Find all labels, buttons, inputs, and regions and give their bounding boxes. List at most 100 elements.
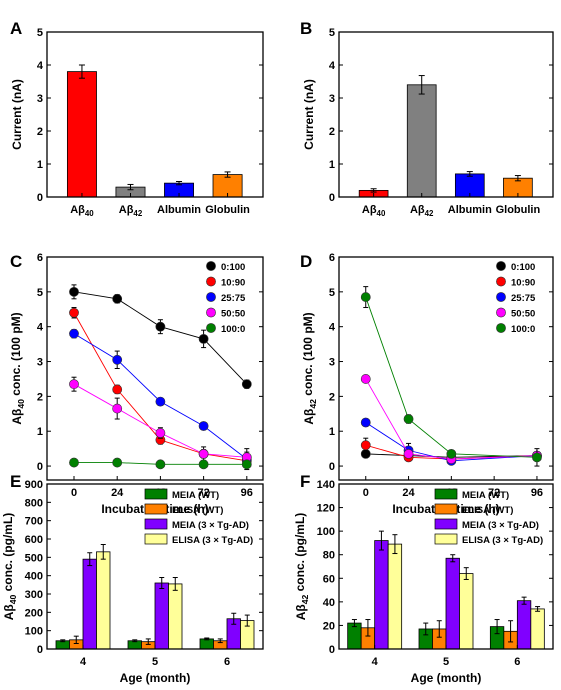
data-point [112, 293, 123, 304]
x-tick-label: Aβ42 [119, 204, 143, 218]
y-tick-label: 3 [37, 357, 43, 369]
legend-marker [496, 261, 506, 271]
legend-marker [206, 276, 216, 287]
x-tick-label: Albumin [157, 204, 201, 216]
y-tick-label: 5 [329, 27, 335, 39]
data-point [69, 379, 79, 390]
data-point [155, 459, 166, 470]
y-tick-label: 200 [25, 607, 43, 619]
x-tick-label: 0 [71, 487, 77, 499]
legend-label: 100:0 [221, 324, 245, 335]
y-tick-label: 100 [25, 626, 43, 638]
data-point [360, 417, 371, 428]
legend-swatch [434, 533, 458, 545]
legend-marker [206, 261, 216, 271]
x-tick-label: 6 [514, 656, 520, 668]
panel-label: C [10, 252, 22, 271]
x-axis-label: Age (month) [120, 671, 191, 685]
y-tick-label: 800 [25, 497, 43, 509]
y-tick-label: 400 [25, 571, 43, 583]
data-point [198, 333, 209, 344]
legend-label: MEIA (WT) [462, 490, 509, 501]
bar [530, 608, 545, 650]
x-tick-label: 72 [197, 487, 209, 499]
y-tick-label: 4 [329, 322, 336, 334]
y-axis-label: Current (nA) [302, 79, 316, 150]
x-tick-label: 96 [241, 487, 253, 499]
x-tick-label: 6 [224, 656, 230, 668]
bar [96, 551, 111, 650]
legend-label: ELISA (3 × Tg-AD) [462, 535, 543, 546]
y-axis-label: Aβ40 conc. (100 pM) [9, 312, 26, 424]
y-tick-label: 140 [317, 479, 335, 491]
x-tick-label: 24 [402, 487, 415, 499]
legend-swatch [144, 503, 168, 515]
y-axis-label: Aβ42 conc. (100 pM) [301, 312, 318, 424]
y-tick-label: 120 [317, 503, 335, 515]
data-point [112, 403, 123, 414]
x-tick-label: 72 [488, 487, 500, 499]
legend-label: MEIA (WT) [172, 490, 219, 501]
y-tick-label: 4 [37, 60, 44, 72]
bar [406, 84, 437, 198]
data-point [69, 286, 79, 297]
y-tick-label: 60 [323, 573, 335, 585]
plot-frame [338, 483, 554, 650]
legend-label: 50:50 [511, 309, 535, 320]
data-point [360, 440, 371, 451]
plot-frame [46, 256, 264, 481]
panel-d: 0244872960:10010:9025:7550:50100:0012345… [300, 252, 554, 516]
legend-label: 50:50 [221, 309, 245, 320]
data-point [198, 448, 209, 459]
legend-label: 0:100 [221, 262, 245, 273]
y-tick-label: 0 [37, 461, 43, 473]
data-point [446, 448, 457, 459]
y-tick-label: 4 [37, 322, 44, 334]
panel-c: 0244872960:10010:9025:7550:50100:0012345… [9, 252, 264, 516]
panel-b: Aβ40 Aβ42 Albumin Globulin 0 1 2 3 4 5 Current (nA… [300, 19, 554, 218]
legend-label: MEIA (3 × Tg-AD) [172, 520, 249, 531]
bar [516, 600, 532, 650]
y-tick-label: 80 [323, 550, 335, 562]
legend-label: 10:90 [221, 278, 245, 289]
y-tick-label: 20 [323, 620, 335, 632]
panel-label: F [300, 472, 310, 491]
legend-label: 25:75 [221, 293, 246, 304]
legend-swatch [144, 533, 168, 545]
data-point [360, 374, 371, 384]
bar [445, 557, 460, 650]
panel-e: 4 5 6 MEIA (WT) ELISA (WT) MEIA (3 × Tg-AD) EL… [1, 472, 264, 685]
data-point [112, 354, 123, 365]
plot-frame [338, 31, 554, 198]
data-point [69, 457, 79, 468]
x-tick-label: 5 [152, 656, 158, 668]
legend-swatch [434, 518, 458, 530]
y-axis-label: Current (nA) [10, 79, 24, 150]
y-tick-label: 3 [329, 93, 335, 105]
plot-frame [338, 256, 554, 481]
bar [387, 543, 403, 650]
y-tick-label: 3 [37, 93, 43, 105]
y-tick-label: 2 [329, 126, 335, 138]
y-tick-label: 100 [317, 526, 335, 538]
y-tick-label: 0 [329, 192, 335, 204]
x-tick-label: Globulin [496, 204, 541, 216]
legend-marker [496, 292, 506, 302]
y-tick-label: 500 [25, 552, 43, 564]
data-point [155, 428, 166, 438]
data-point [532, 452, 542, 463]
data-point [112, 457, 123, 468]
y-tick-label: 5 [37, 27, 43, 39]
data-point [360, 292, 371, 302]
x-tick-label: 24 [111, 487, 124, 499]
legend-label: MEIA (3 × Tg-AD) [462, 520, 539, 531]
y-tick-label: 0 [37, 644, 43, 656]
legend-marker [496, 276, 506, 287]
legend-swatch [434, 488, 458, 500]
y-axis-label: Aβ42 conc. (pg/mL) [293, 513, 310, 621]
y-tick-label: 5 [37, 287, 43, 299]
x-tick-label: Albumin [448, 204, 492, 216]
bar [199, 638, 214, 650]
data-point [198, 459, 209, 470]
